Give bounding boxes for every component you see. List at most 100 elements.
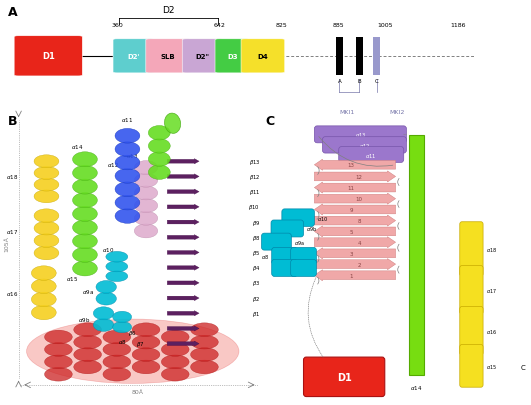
FancyBboxPatch shape [460,307,483,355]
Ellipse shape [115,169,140,184]
Ellipse shape [191,360,218,374]
Text: $\alpha$18: $\alpha$18 [486,245,498,253]
Text: $\alpha$10: $\alpha$10 [102,245,114,253]
Text: $\alpha$17: $\alpha$17 [6,228,19,236]
Ellipse shape [132,360,160,374]
Ellipse shape [132,323,160,337]
FancyBboxPatch shape [282,209,314,227]
Ellipse shape [148,152,170,167]
Ellipse shape [45,355,72,369]
FancyArrow shape [314,171,396,183]
Text: SLB: SLB [161,54,176,60]
Text: D3: D3 [227,54,237,60]
Text: $\alpha$9b: $\alpha$9b [306,225,318,233]
Text: D2': D2' [127,54,140,60]
Text: $\alpha$14: $\alpha$14 [71,142,83,150]
FancyArrow shape [167,281,199,286]
FancyBboxPatch shape [262,234,292,250]
FancyArrow shape [167,220,199,225]
Text: 360: 360 [112,23,123,28]
Ellipse shape [106,252,128,262]
Ellipse shape [134,212,158,226]
Text: $\alpha$9b: $\alpha$9b [78,315,90,323]
Text: $\beta$5: $\beta$5 [252,248,260,257]
Text: $\alpha$14: $\alpha$14 [410,384,423,392]
Text: 885: 885 [332,23,344,28]
Text: $\alpha$12: $\alpha$12 [107,161,119,169]
FancyArrow shape [314,194,396,205]
Ellipse shape [106,262,128,272]
Ellipse shape [148,139,170,154]
Ellipse shape [103,330,131,344]
Text: $\beta$11: $\beta$11 [249,188,260,197]
FancyArrow shape [167,205,199,210]
Text: D4: D4 [258,54,268,60]
Text: $\beta$12: $\beta$12 [249,173,260,181]
FancyBboxPatch shape [304,357,385,396]
Ellipse shape [34,179,59,192]
Text: $\alpha$11: $\alpha$11 [365,151,377,159]
Text: A: A [8,6,18,19]
Text: 1186: 1186 [450,23,466,28]
Ellipse shape [115,209,140,224]
Ellipse shape [115,156,140,171]
Ellipse shape [27,319,239,384]
Text: 12: 12 [356,175,363,179]
Text: $\alpha$13: $\alpha$13 [355,131,366,139]
Ellipse shape [34,190,59,203]
Text: D2: D2 [162,6,175,15]
Ellipse shape [132,348,160,362]
FancyArrow shape [314,259,396,270]
Ellipse shape [106,271,128,282]
FancyBboxPatch shape [146,40,191,74]
Ellipse shape [31,292,56,307]
FancyBboxPatch shape [339,147,404,163]
Bar [356,38,363,76]
Text: 80Å: 80Å [132,389,144,394]
Ellipse shape [103,343,131,356]
Text: $\beta$9: $\beta$9 [252,218,260,227]
Ellipse shape [34,156,59,168]
FancyArrow shape [314,160,396,171]
Text: 1: 1 [349,273,353,278]
Ellipse shape [134,186,158,200]
Ellipse shape [165,114,181,134]
Ellipse shape [73,166,97,181]
Ellipse shape [134,224,158,238]
Text: $\beta$7: $\beta$7 [136,340,145,349]
Text: MKI2: MKI2 [389,109,404,114]
Ellipse shape [74,348,101,362]
Text: $\beta$13: $\beta$13 [249,158,260,166]
Text: MKI1: MKI1 [340,109,355,114]
Ellipse shape [132,335,160,349]
FancyBboxPatch shape [113,40,154,74]
Text: 9: 9 [349,207,353,213]
Text: B: B [357,79,361,84]
FancyArrow shape [314,226,396,237]
Ellipse shape [134,174,158,188]
Text: $\alpha$18: $\alpha$18 [6,173,19,180]
Ellipse shape [73,248,97,262]
Ellipse shape [34,247,59,260]
FancyArrow shape [167,159,199,164]
Text: $\alpha$9a: $\alpha$9a [294,238,305,246]
Text: $\alpha$17: $\alpha$17 [486,286,497,294]
Ellipse shape [113,311,132,323]
FancyBboxPatch shape [182,40,224,74]
Ellipse shape [161,330,189,344]
FancyArrow shape [167,250,199,256]
Ellipse shape [93,319,114,332]
FancyArrow shape [167,265,199,271]
Ellipse shape [148,166,170,180]
FancyArrow shape [167,311,199,316]
Ellipse shape [191,335,218,349]
Text: $\beta$1: $\beta$1 [252,309,260,318]
Ellipse shape [45,367,72,381]
Text: $\alpha$8: $\alpha$8 [118,337,126,345]
Ellipse shape [73,220,97,235]
Text: $\beta$6: $\beta$6 [129,328,137,337]
Text: 3: 3 [349,251,353,256]
Text: 825: 825 [275,23,287,28]
Ellipse shape [34,222,59,235]
Text: B: B [8,115,18,128]
